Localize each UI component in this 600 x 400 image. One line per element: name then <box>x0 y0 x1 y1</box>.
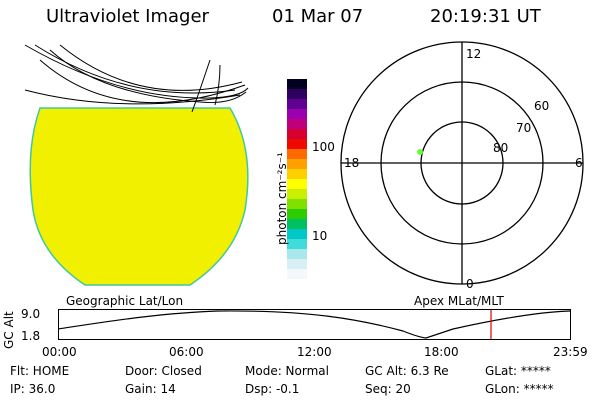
gc-alt-plot <box>58 309 571 340</box>
status-gain: Gain: 14 <box>125 382 176 396</box>
colorbar-swatch <box>287 239 307 249</box>
colorbar-swatch <box>287 229 307 239</box>
polar-ring-label-60: 60 <box>534 99 549 113</box>
polar-ring-label-80: 80 <box>493 141 508 155</box>
colorbar-swatch <box>287 159 307 169</box>
gc-alt-trace <box>58 310 571 339</box>
colorbar-swatch <box>287 209 307 219</box>
polar-label-left: 18 <box>344 156 359 170</box>
status-flt: Flt: HOME <box>10 364 70 378</box>
colorbar-tick-100: 100 <box>312 140 335 154</box>
colorbar-swatch <box>287 149 307 159</box>
uv-image-panel <box>24 44 249 286</box>
colorbar-swatch <box>287 259 307 269</box>
uv-image-field <box>29 107 249 286</box>
status-dsp: Dsp: -0.1 <box>245 382 300 396</box>
gc-alt-axis-label: GC Alt <box>2 311 16 349</box>
colorbar-swatch <box>287 109 307 119</box>
geographic-label: Geographic Lat/Lon <box>66 294 184 308</box>
colorbar-swatch <box>287 89 307 99</box>
colorbar-swatch <box>287 269 307 279</box>
colorbar-swatch <box>287 199 307 209</box>
time-tick-0600: 06:00 <box>169 345 204 359</box>
status-seq: Seq: 20 <box>365 382 411 396</box>
intensity-colorbar <box>287 79 307 279</box>
time-label: 20:19:31 UT <box>430 6 541 27</box>
status-door: Door: Closed <box>125 364 202 378</box>
colorbar-swatch <box>287 119 307 129</box>
time-tick-2359: 23:59 <box>553 345 588 359</box>
time-tick-1200: 12:00 <box>297 345 332 359</box>
gc-alt-tick-9: 9.0 <box>21 307 41 321</box>
polar-label-right: 6 <box>575 156 583 170</box>
polar-mlt-plot: 12 0 18 6 60 70 80 <box>340 41 584 291</box>
status-mode: Mode: Normal <box>245 364 329 378</box>
colorbar-swatch <box>287 129 307 139</box>
spacecraft-position-marker <box>417 149 423 155</box>
colorbar-swatch <box>287 189 307 199</box>
colorbar-swatch <box>287 179 307 189</box>
instrument-title: Ultraviolet Imager <box>46 6 209 27</box>
apex-label: Apex MLat/MLT <box>414 294 504 308</box>
geographic-grid-lines <box>24 44 249 113</box>
status-glat: GLat: ***** <box>485 364 551 378</box>
status-gc-alt: GC Alt: 6.3 Re <box>365 364 449 378</box>
colorbar-swatch <box>287 139 307 149</box>
colorbar-swatch <box>287 249 307 259</box>
status-glon: GLon: ***** <box>485 382 554 396</box>
polar-ring-label-70: 70 <box>516 121 531 135</box>
date-label: 01 Mar 07 <box>272 6 364 27</box>
colorbar-unit-label: photon cm⁻²s⁻¹ <box>275 152 289 245</box>
polar-label-top: 12 <box>466 47 481 61</box>
colorbar-swatch <box>287 219 307 229</box>
time-tick-0000: 00:00 <box>42 345 77 359</box>
colorbar-swatch <box>287 169 307 179</box>
colorbar-swatch <box>287 99 307 109</box>
time-tick-1800: 18:00 <box>424 345 459 359</box>
status-ip: IP: 36.0 <box>10 382 56 396</box>
polar-label-bottom: 0 <box>466 277 474 291</box>
gc-alt-tick-1-8: 1.8 <box>21 329 41 343</box>
colorbar-swatch <box>287 79 307 89</box>
colorbar-tick-10: 10 <box>312 229 328 243</box>
